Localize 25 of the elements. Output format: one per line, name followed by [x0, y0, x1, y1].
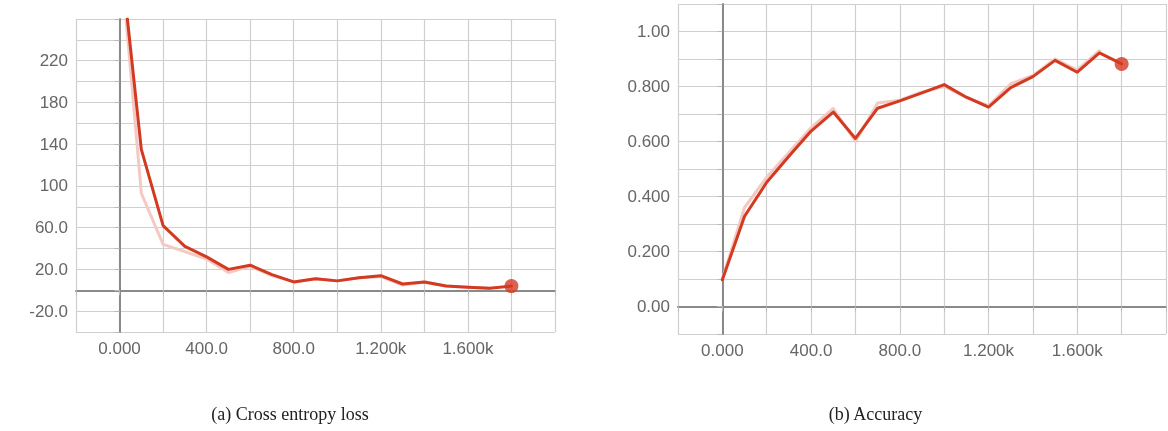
y-tick-label: 100: [39, 176, 68, 196]
x-tick-label: 1.600k: [1051, 341, 1104, 360]
y-tick-label: 0.400: [627, 187, 670, 206]
y-tick-label: 140: [39, 134, 68, 154]
y-tick-label: 180: [39, 92, 68, 112]
y-tick-label: 60.0: [34, 218, 68, 238]
x-tick-label: 800.0: [878, 341, 922, 360]
y-tick-label: 1.00: [636, 22, 670, 41]
y-tick-label: 0.600: [627, 132, 670, 151]
y-tick-label: 0.200: [627, 242, 670, 261]
y-tick-label: -20.0: [29, 301, 68, 321]
x-tick-label: 1.200k: [963, 341, 1015, 360]
x-tick-label: 800.0: [272, 339, 315, 358]
x-tick-label: 400.0: [185, 339, 228, 358]
text: (b) Accuracy: [828, 404, 923, 425]
text: (a) Cross entropy loss: [211, 404, 369, 425]
x-tick-label: 1.600k: [442, 339, 494, 358]
y-tick-label: 0.800: [627, 77, 670, 96]
y-tick-label: 220: [39, 51, 68, 71]
x-tick-label: 400.0: [789, 341, 833, 360]
y-tick-label: 20.0: [34, 259, 68, 279]
x-tick-label: 0.000: [98, 339, 141, 358]
y-tick-label: 0.00: [636, 297, 670, 316]
x-tick-label: 0.000: [701, 341, 744, 360]
x-tick-label: 1.200k: [355, 339, 407, 358]
